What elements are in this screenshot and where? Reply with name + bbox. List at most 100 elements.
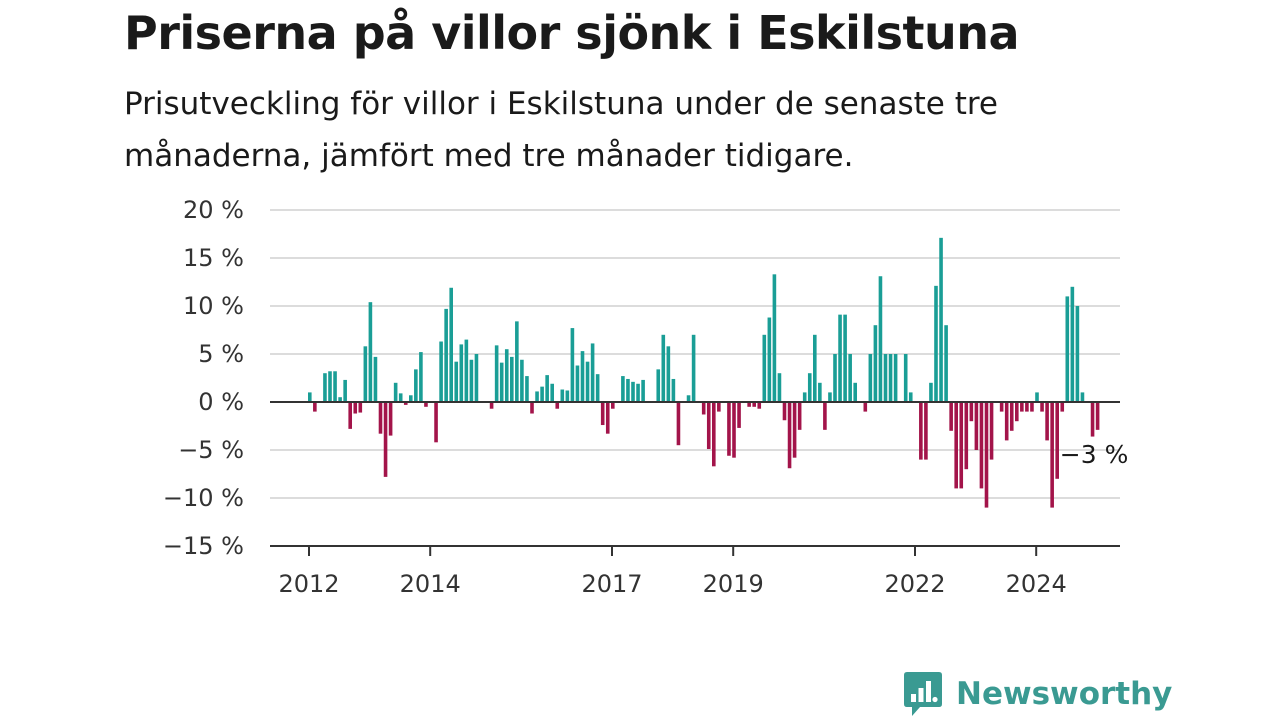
bar [989,402,994,460]
bar [717,402,721,412]
bar [333,371,337,402]
bar [747,402,751,407]
bar [409,395,413,402]
y-axis-ticks: 20 % 15 % 10 % 5 % 0 % −5 % −10 % −15 % [163,196,244,560]
bar [671,378,676,402]
last-value-annotation: −3 % [1060,440,1129,469]
bar [974,402,979,450]
bar [555,402,560,409]
bar [1035,392,1039,402]
bar [1004,402,1009,441]
bar [378,402,383,434]
bar [818,382,822,402]
bar [954,402,958,489]
bar [868,354,873,402]
bar [373,356,378,402]
x-tick-label: 2019 [703,570,764,598]
bar [712,402,716,467]
bar [964,402,969,470]
bar [1020,402,1024,412]
bar [600,402,605,426]
bar [848,354,852,402]
bar [1040,402,1044,412]
axes [270,401,1120,547]
bar [939,237,943,402]
bar [444,308,448,402]
bar [595,374,600,402]
bar [611,402,615,409]
bar [454,361,459,402]
bar [403,402,408,405]
x-axis-ticks: 2012 2014 2017 2019 2022 2024 [278,546,1067,598]
bar [348,402,352,429]
bar [1080,392,1085,402]
bar [828,392,832,402]
bar [499,362,504,402]
bar [1070,286,1075,402]
bar [313,402,317,412]
bar [469,359,474,402]
bar [419,352,423,402]
bar [515,321,519,402]
bar [641,379,645,402]
bar [949,402,953,431]
y-tick-label: 0 % [198,388,244,416]
bar [706,402,711,450]
bar [782,402,787,421]
bar [686,395,691,402]
bar [1055,402,1059,479]
bar [494,345,499,402]
bar [489,402,494,409]
bar [545,375,549,402]
bar [661,334,666,402]
bar [393,382,398,402]
bar [585,361,590,402]
bar [792,402,797,458]
bar [797,402,802,430]
bar-series [308,237,1100,508]
bar [833,354,837,402]
y-tick-label: 15 % [183,244,244,272]
bar [383,402,388,477]
bar [1090,402,1095,437]
bar [777,373,782,402]
x-tick-label: 2022 [884,570,945,598]
bar [772,274,777,402]
bar [398,393,403,402]
bar [474,354,479,402]
bar [903,354,908,402]
y-tick-label: −15 % [163,532,244,560]
bar [919,402,923,460]
bar [570,328,575,402]
bar [802,392,807,402]
bar [504,349,509,402]
bar-chart-bubble-icon [904,672,942,716]
bar [908,392,913,402]
bar [979,402,984,489]
bar [338,397,342,402]
bar [424,402,428,407]
bar [580,351,585,402]
bar [959,402,964,489]
bar [863,402,868,412]
bar [560,389,565,402]
bar [368,302,373,402]
y-tick-label: −5 % [178,436,244,464]
bar [813,334,817,402]
bar [843,314,847,402]
bar [449,287,453,402]
bar [1030,402,1034,412]
bar [308,392,312,402]
bar [605,402,610,434]
bar [853,382,857,402]
x-tick-label: 2014 [400,570,461,598]
bar [358,402,363,413]
bar [343,379,347,402]
y-tick-label: 5 % [198,340,244,368]
bar [328,371,332,402]
bar [540,386,544,402]
bar [575,365,580,402]
bar [737,402,741,428]
bar [530,402,534,414]
